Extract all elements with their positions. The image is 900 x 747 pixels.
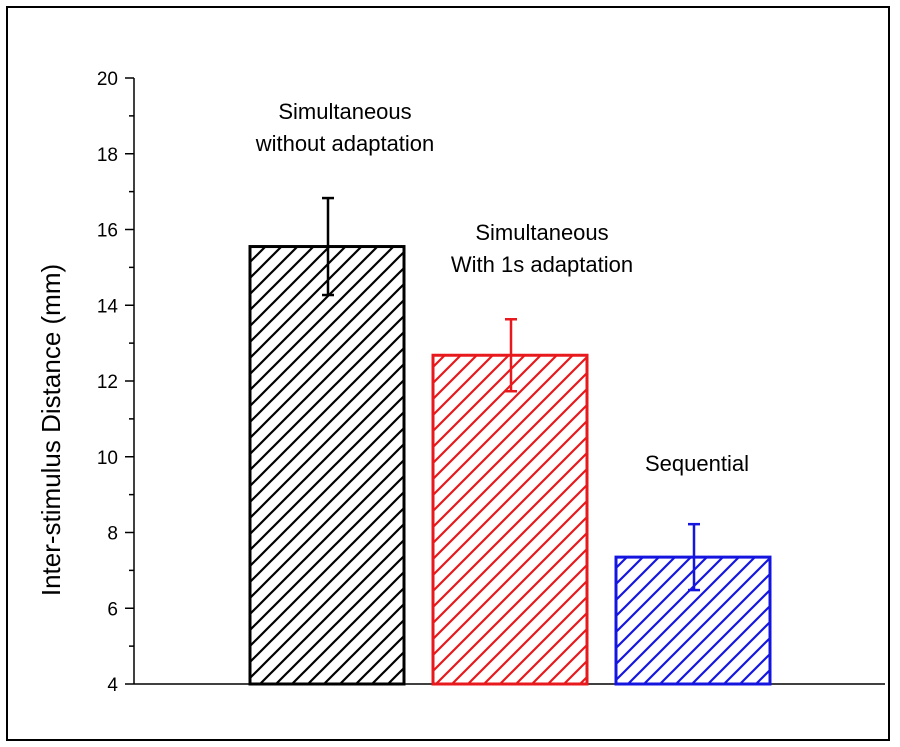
bar-label: Simultaneous With 1s adaptation: [451, 220, 633, 277]
y-tick-label: 12: [97, 372, 118, 393]
bar-label: Sequential: [645, 451, 749, 476]
y-tick-label: 6: [107, 599, 118, 620]
y-tick-label: 18: [97, 145, 118, 166]
bar-label: Simultaneous without adaptation: [255, 99, 435, 156]
bar-label-line: without adaptation: [255, 131, 435, 156]
bar-label-line: Simultaneous: [475, 220, 608, 245]
bar: [431, 353, 589, 686]
bar-labels: Simultaneous without adaptationSimultaneo…: [255, 99, 749, 476]
y-tick-label: 20: [97, 69, 118, 90]
y-tick-label: 4: [107, 675, 118, 696]
bar-label-line: Simultaneous: [278, 99, 411, 124]
bars: [248, 196, 772, 686]
y-axis-title: Inter-stimulus Distance (mm): [36, 264, 66, 596]
bar-label-line: Sequential: [645, 451, 749, 476]
bar: [248, 245, 406, 686]
y-tick-label: 16: [97, 221, 118, 242]
bar: [614, 555, 772, 686]
bar-label-line: With 1s adaptation: [451, 252, 633, 277]
y-tick-label: 10: [97, 448, 118, 469]
y-tick-label: 8: [107, 524, 118, 545]
y-tick-label: 14: [97, 296, 119, 317]
